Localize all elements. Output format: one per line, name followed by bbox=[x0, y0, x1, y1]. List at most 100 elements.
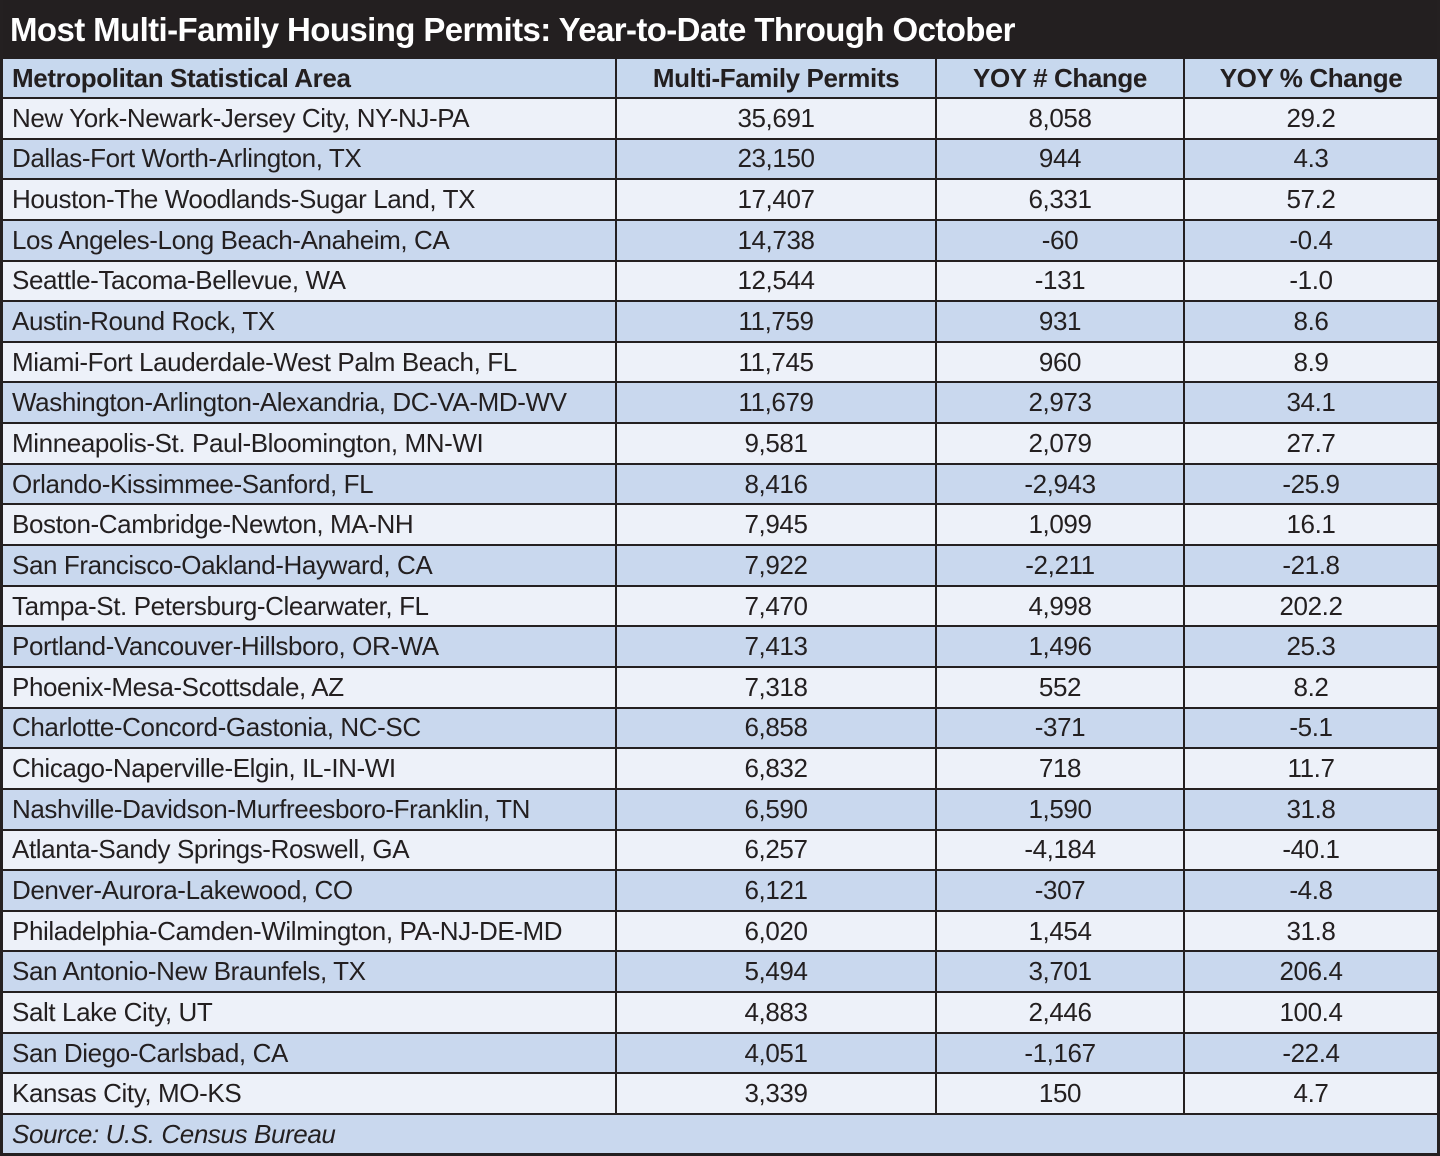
yoy-percent-cell: 4.7 bbox=[1293, 1078, 1329, 1109]
yoy-change-cell: 944 bbox=[937, 139, 1185, 179]
permits-cell: 17,407 bbox=[617, 180, 937, 219]
table-row: Orlando-Kissimmee-Sanford, FL 8,416 -2,9… bbox=[3, 462, 1437, 504]
yoy-percent-cell: -40.1 bbox=[1282, 834, 1340, 865]
yoy-change-cell: -1,167 bbox=[937, 1033, 1185, 1073]
yoy-percent-cell: 4.3 bbox=[1293, 143, 1329, 174]
permits-cell: 12,544 bbox=[617, 261, 937, 301]
yoy-change-cell: 2,973 bbox=[937, 383, 1185, 423]
table-row: Nashville-Davidson-Murfreesboro-Franklin… bbox=[3, 787, 1437, 829]
yoy-change-cell: 2,446 bbox=[937, 993, 1185, 1032]
table-title: Most Multi-Family Housing Permits: Year-… bbox=[3, 0, 1437, 59]
table-row: Phoenix-Mesa-Scottsdale, AZ 7,318 552 8.… bbox=[3, 665, 1437, 707]
table-row: Salt Lake City, UT 4,883 2,446 100.4 bbox=[3, 991, 1437, 1032]
table-row: Boston-Cambridge-Newton, MA-NH 7,945 1,0… bbox=[3, 503, 1437, 545]
table-row: San Francisco-Oakland-Hayward, CA 7,922 … bbox=[3, 544, 1437, 585]
metro-area-cell: Nashville-Davidson-Murfreesboro-Franklin… bbox=[3, 789, 617, 829]
table-row: Charlotte-Concord-Gastonia, NC-SC 6,858 … bbox=[3, 706, 1437, 748]
yoy-change-cell: -131 bbox=[937, 261, 1185, 301]
yoy-change-cell: 8,058 bbox=[937, 99, 1185, 138]
header-metro-area: Metropolitan Statistical Area bbox=[3, 59, 617, 97]
header-yoy-number-change: YOY # Change bbox=[937, 59, 1185, 97]
yoy-change-cell: 1,496 bbox=[937, 627, 1185, 666]
table-row: Houston-The Woodlands-Sugar Land, TX 17,… bbox=[3, 178, 1437, 219]
yoy-change-cell: -60 bbox=[937, 220, 1185, 260]
table-row: Los Angeles-Long Beach-Anaheim, CA 14,73… bbox=[3, 218, 1437, 260]
permits-cell: 8,416 bbox=[617, 464, 937, 504]
yoy-change-cell: 3,701 bbox=[937, 952, 1185, 992]
yoy-change-cell: 552 bbox=[937, 667, 1185, 707]
yoy-percent-cell: 31.8 bbox=[1286, 915, 1336, 946]
permits-cell: 6,832 bbox=[617, 749, 937, 788]
yoy-percent-cell: 100.4 bbox=[1279, 996, 1343, 1027]
yoy-change-cell: 1,454 bbox=[937, 911, 1185, 951]
yoy-change-cell: -2,211 bbox=[937, 546, 1185, 585]
permits-cell: 6,590 bbox=[617, 789, 937, 829]
metro-area-cell: Minneapolis-St. Paul-Bloomington, MN-WI bbox=[3, 424, 617, 463]
metro-area-cell: Portland-Vancouver-Hillsboro, OR-WA bbox=[3, 627, 617, 666]
metro-area-cell: Los Angeles-Long Beach-Anaheim, CA bbox=[3, 220, 617, 260]
table-row: Minneapolis-St. Paul-Bloomington, MN-WI … bbox=[3, 422, 1437, 463]
yoy-change-cell: -4,184 bbox=[937, 830, 1185, 870]
yoy-change-cell: 2,079 bbox=[937, 424, 1185, 463]
table-row: Austin-Round Rock, TX 11,759 931 8.6 bbox=[3, 300, 1437, 341]
permits-cell: 35,691 bbox=[617, 99, 937, 138]
permits-cell: 4,883 bbox=[617, 993, 937, 1032]
metro-area-cell: Miami-Fort Lauderdale-West Palm Beach, F… bbox=[3, 342, 617, 382]
table-row: Washington-Arlington-Alexandria, DC-VA-M… bbox=[3, 381, 1437, 423]
header-yoy-percent-change: YOY % Change bbox=[1219, 62, 1403, 93]
permits-cell: 11,745 bbox=[617, 342, 937, 382]
permits-cell: 7,413 bbox=[617, 627, 937, 666]
metro-area-cell: Phoenix-Mesa-Scottsdale, AZ bbox=[3, 667, 617, 707]
metro-area-cell: Atlanta-Sandy Springs-Roswell, GA bbox=[3, 830, 617, 870]
yoy-percent-cell: -21.8 bbox=[1282, 549, 1340, 580]
table-row: San Antonio-New Braunfels, TX 5,494 3,70… bbox=[3, 950, 1437, 992]
permits-cell: 5,494 bbox=[617, 952, 937, 992]
yoy-percent-cell: 8.9 bbox=[1293, 346, 1329, 377]
yoy-percent-cell: 16.1 bbox=[1286, 509, 1336, 540]
yoy-change-cell: -371 bbox=[937, 708, 1185, 748]
metro-area-cell: Austin-Round Rock, TX bbox=[3, 302, 617, 341]
metro-area-cell: Salt Lake City, UT bbox=[3, 993, 617, 1032]
yoy-change-cell: 150 bbox=[937, 1074, 1185, 1114]
metro-area-cell: Houston-The Woodlands-Sugar Land, TX bbox=[3, 180, 617, 219]
permits-cell: 11,759 bbox=[617, 302, 937, 341]
metro-area-cell: San Diego-Carlsbad, CA bbox=[3, 1033, 617, 1073]
permits-cell: 9,581 bbox=[617, 424, 937, 463]
yoy-percent-cell: -25.9 bbox=[1282, 468, 1340, 499]
metro-area-cell: Tampa-St. Petersburg-Clearwater, FL bbox=[3, 586, 617, 626]
metro-area-cell: Charlotte-Concord-Gastonia, NC-SC bbox=[3, 708, 617, 748]
yoy-percent-cell: -22.4 bbox=[1282, 1037, 1340, 1068]
yoy-percent-cell: 8.6 bbox=[1293, 306, 1329, 337]
metro-area-cell: New York-Newark-Jersey City, NY-NJ-PA bbox=[3, 99, 617, 138]
permits-cell: 11,679 bbox=[617, 383, 937, 423]
yoy-change-cell: 6,331 bbox=[937, 180, 1185, 219]
table-row: Denver-Aurora-Lakewood, CO 6,121 -307 -4… bbox=[3, 869, 1437, 910]
yoy-percent-cell: 8.2 bbox=[1293, 671, 1329, 702]
metro-area-cell: San Antonio-New Braunfels, TX bbox=[3, 952, 617, 992]
metro-area-cell: San Francisco-Oakland-Hayward, CA bbox=[3, 546, 617, 585]
metro-area-cell: Orlando-Kissimmee-Sanford, FL bbox=[3, 464, 617, 504]
metro-area-cell: Denver-Aurora-Lakewood, CO bbox=[3, 871, 617, 910]
permits-cell: 6,858 bbox=[617, 708, 937, 748]
permits-cell: 23,150 bbox=[617, 139, 937, 179]
metro-area-cell: Dallas-Fort Worth-Arlington, TX bbox=[3, 139, 617, 179]
permits-cell: 7,470 bbox=[617, 586, 937, 626]
yoy-percent-cell: 206.4 bbox=[1279, 956, 1343, 987]
table-row: Atlanta-Sandy Springs-Roswell, GA 6,257 … bbox=[3, 828, 1437, 870]
permits-cell: 14,738 bbox=[617, 220, 937, 260]
yoy-percent-cell: 34.1 bbox=[1286, 387, 1336, 418]
table-row: New York-Newark-Jersey City, NY-NJ-PA 35… bbox=[3, 99, 1437, 138]
yoy-percent-cell: -0.4 bbox=[1289, 224, 1333, 255]
metro-area-cell: Washington-Arlington-Alexandria, DC-VA-M… bbox=[3, 383, 617, 423]
table-row: San Diego-Carlsbad, CA 4,051 -1,167 -22.… bbox=[3, 1031, 1437, 1073]
permits-cell: 6,257 bbox=[617, 830, 937, 870]
table-row: Dallas-Fort Worth-Arlington, TX 23,150 9… bbox=[3, 137, 1437, 179]
yoy-change-cell: 931 bbox=[937, 302, 1185, 341]
yoy-percent-cell: 27.7 bbox=[1286, 427, 1336, 458]
table-row: Tampa-St. Petersburg-Clearwater, FL 7,47… bbox=[3, 584, 1437, 626]
table-row: Kansas City, MO-KS 3,339 150 4.7 bbox=[3, 1072, 1437, 1114]
yoy-percent-cell: 11.7 bbox=[1287, 753, 1335, 784]
permits-cell: 4,051 bbox=[617, 1033, 937, 1073]
metro-area-cell: Philadelphia-Camden-Wilmington, PA-NJ-DE… bbox=[3, 911, 617, 951]
